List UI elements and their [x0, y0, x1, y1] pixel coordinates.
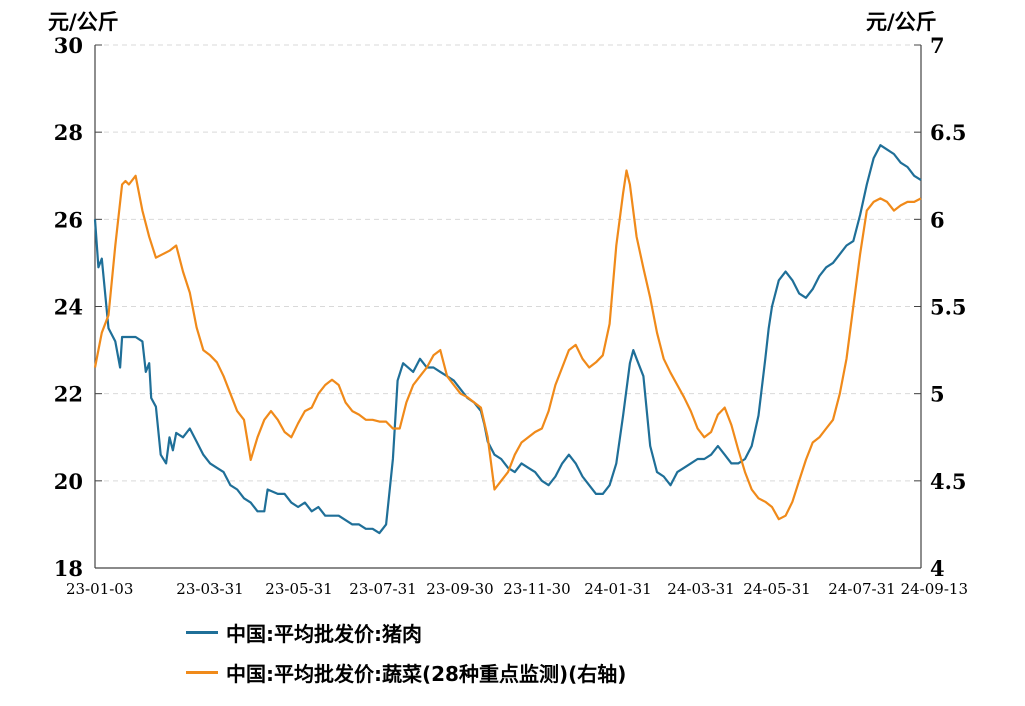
- left-tick-label-22: 22: [54, 382, 83, 407]
- x-tick-label-24-03-31: 24-03-31: [667, 580, 734, 598]
- left-tick-label-26: 26: [54, 207, 83, 232]
- x-tick-label-24-07-31: 24-07-31: [828, 580, 895, 598]
- legend-label-pork: 中国:平均批发价:猪肉: [226, 621, 422, 646]
- right-tick-label-5.5: 5.5: [930, 295, 967, 320]
- grid-layer: [95, 44, 921, 482]
- legend-label-vegetables: 中国:平均批发价:蔬菜(28种重点监测)(右轴): [226, 661, 627, 686]
- legend-item-vegetables: 中国:平均批发价:蔬菜(28种重点监测)(右轴): [186, 652, 626, 692]
- line-chart: 18 20 22 24 26 28 30 4 4.5 5 5.5 6 6.5 7 23-01-03 23-03…: [54, 33, 968, 598]
- x-tick-label-23-09-30: 23-09-30: [426, 580, 493, 598]
- right-tick-label-4: 4: [930, 556, 945, 581]
- series-line-pork: [93, 144, 922, 535]
- left-tick-label-20: 20: [54, 469, 83, 494]
- x-tick-label-23-07-31: 23-07-31: [349, 580, 416, 598]
- legend: 中国:平均批发价:猪肉 中国:平均批发价:蔬菜(28种重点监测)(右轴): [186, 612, 626, 692]
- right-axis-unit: 元/公斤: [866, 10, 937, 34]
- left-axis-unit: 元/公斤: [48, 10, 119, 34]
- x-tick-label-23-05-31: 23-05-31: [265, 580, 332, 598]
- legend-swatch-pork: [186, 630, 218, 634]
- right-tick-label-6: 6: [930, 207, 945, 232]
- x-tick-label-23-01-03: 23-01-03: [66, 580, 133, 598]
- x-tick-label-24-09-13: 24-09-13: [901, 580, 968, 598]
- right-tick-label-4.5: 4.5: [930, 469, 967, 494]
- left-tick-label-24: 24: [54, 295, 83, 320]
- x-tick-label-24-01-31: 24-01-31: [584, 580, 651, 598]
- right-tick-label-7: 7: [930, 33, 945, 58]
- legend-swatch-vegetables: [186, 670, 218, 674]
- x-tick-label-24-05-31: 24-05-31: [743, 580, 810, 598]
- right-tick-label-6.5: 6.5: [930, 120, 967, 145]
- series-line-vegetables: [93, 169, 922, 521]
- right-tick-label-5: 5: [930, 382, 945, 407]
- left-tick-label-30: 30: [54, 33, 83, 58]
- legend-item-pork: 中国:平均批发价:猪肉: [186, 612, 626, 652]
- left-tick-label-18: 18: [54, 556, 83, 581]
- x-tick-label-23-11-30: 23-11-30: [503, 580, 570, 598]
- series-layer: [93, 144, 922, 535]
- axis-layer: 18 20 22 24 26 28 30 4 4.5 5 5.5 6 6.5 7 23-01-03 23-03…: [54, 33, 968, 598]
- x-tick-label-23-03-31: 23-03-31: [176, 580, 243, 598]
- left-tick-label-28: 28: [54, 120, 83, 145]
